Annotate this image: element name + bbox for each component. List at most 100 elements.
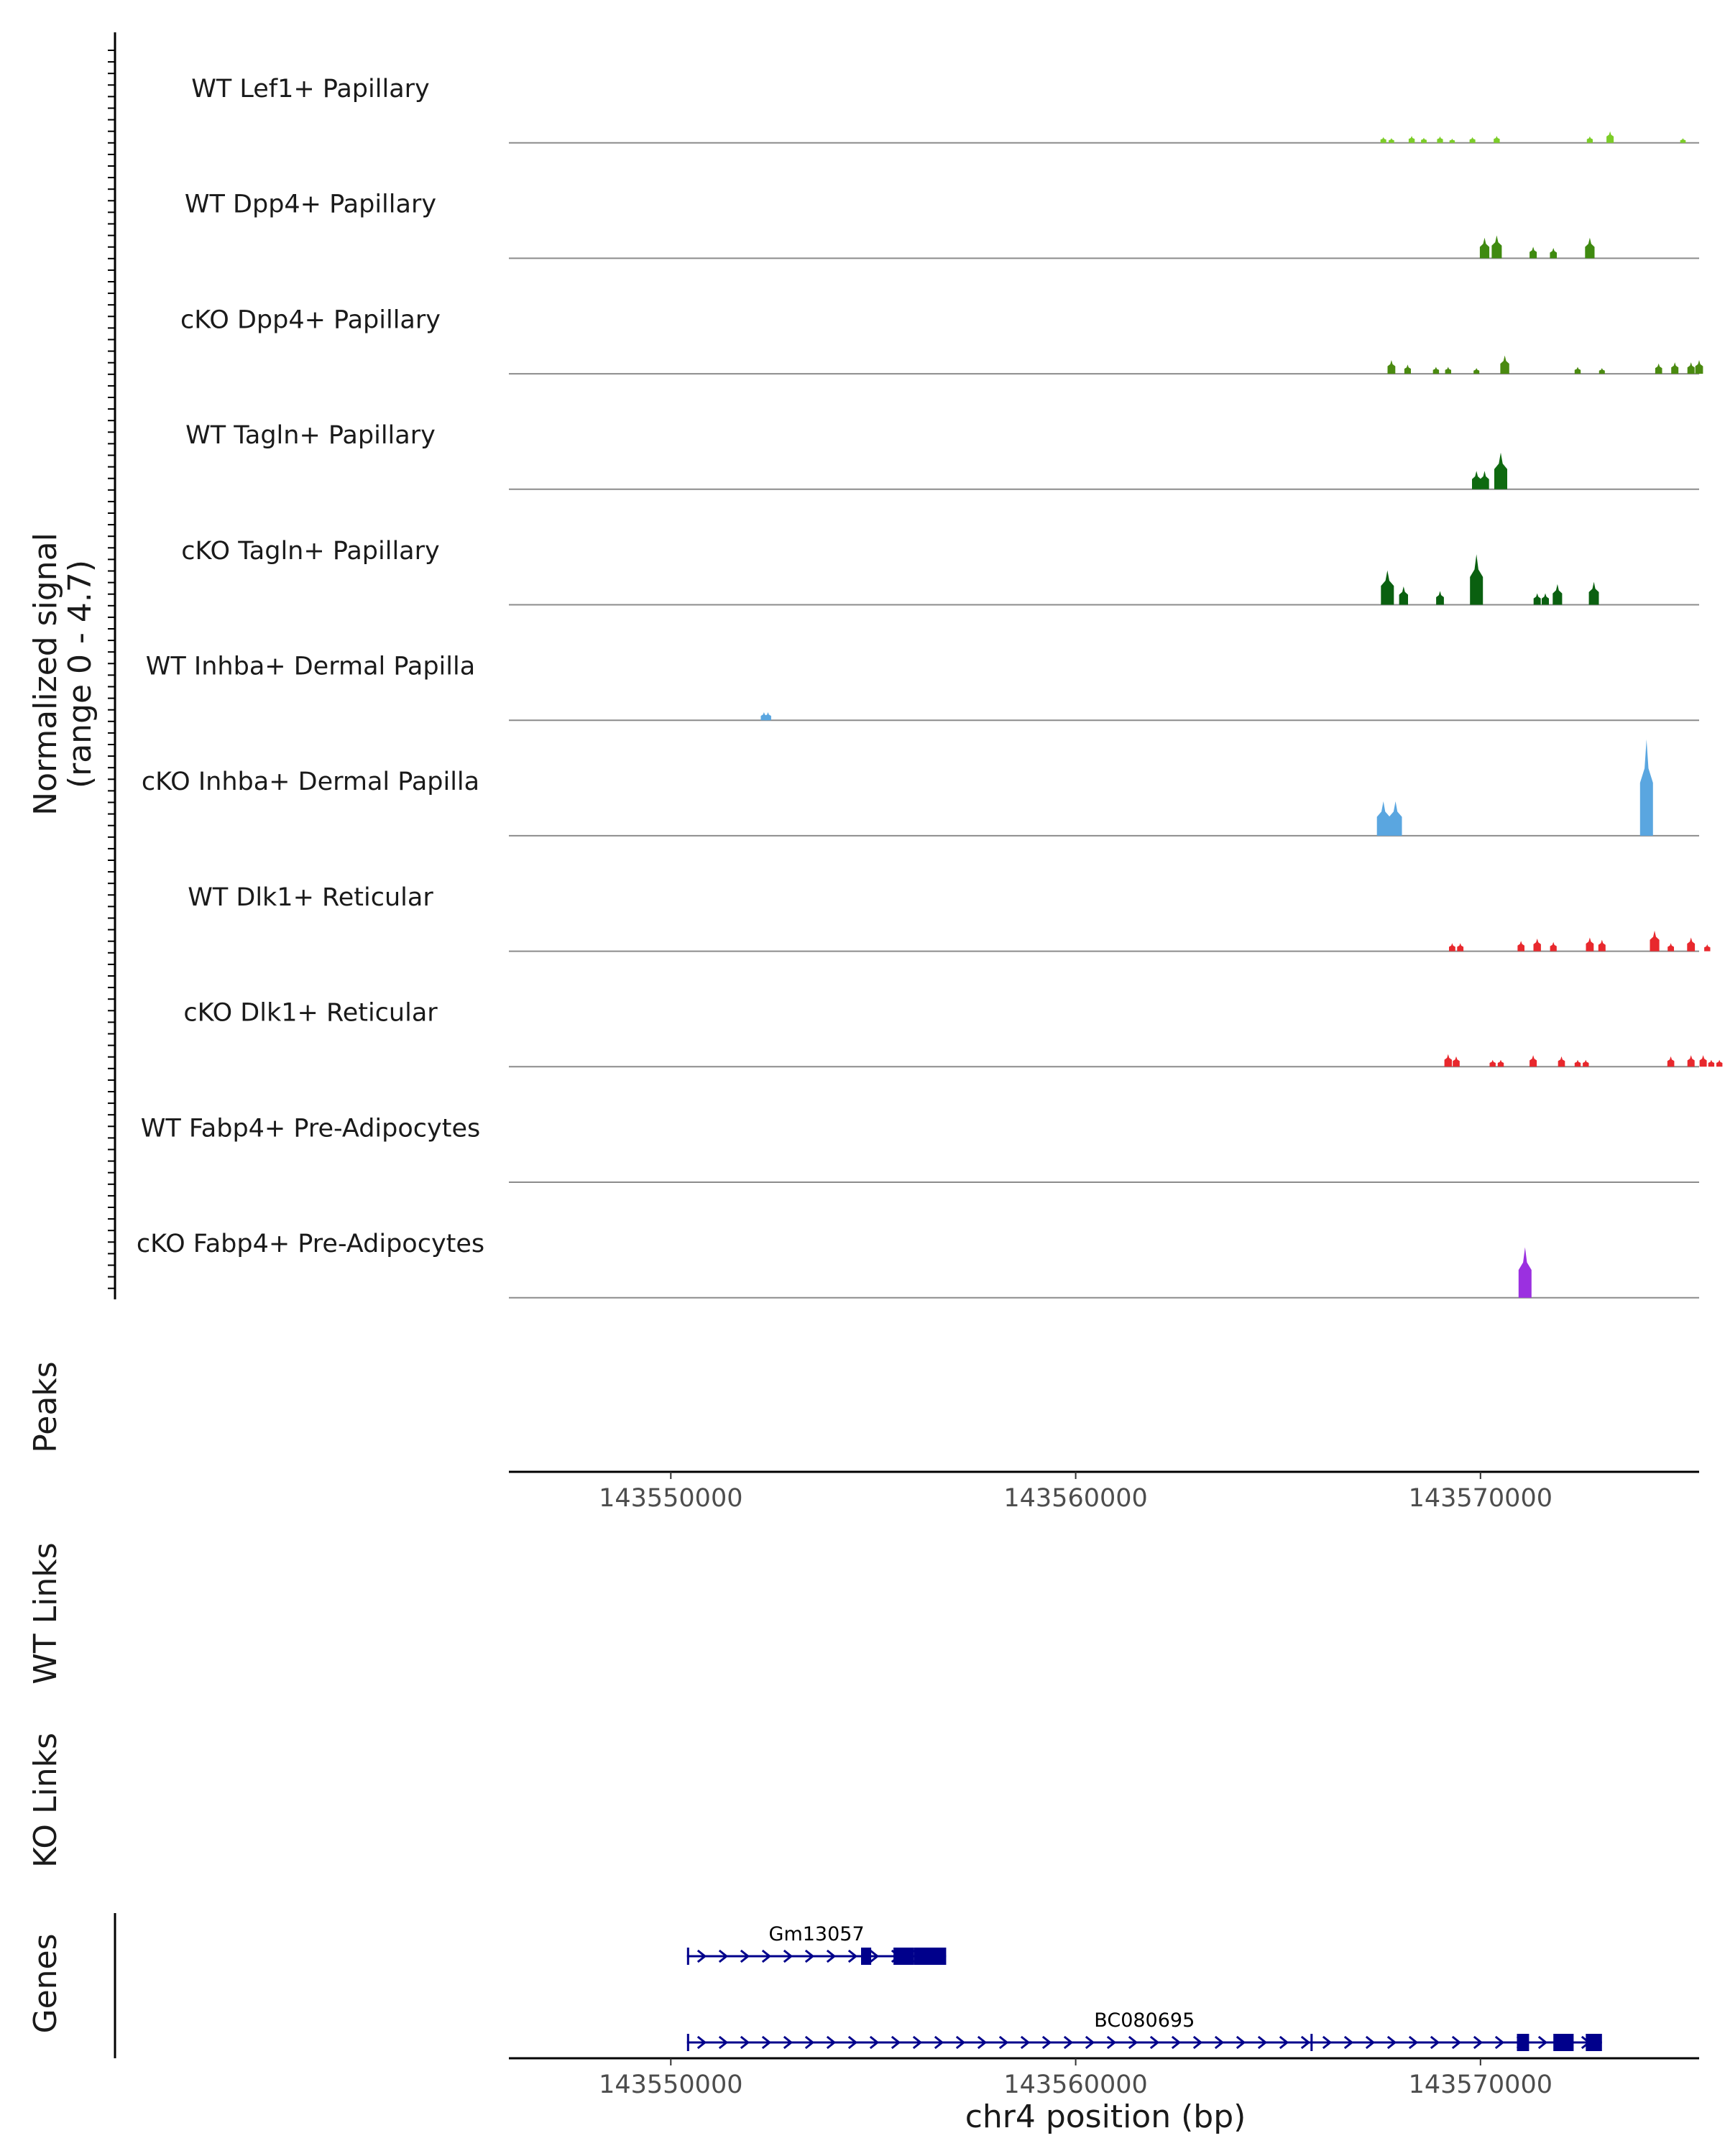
track-label: cKO Dpp4+ Papillary xyxy=(180,305,441,334)
genes-panel-title: Genes xyxy=(27,1933,64,2033)
strand-arrow xyxy=(783,2035,794,2050)
exon xyxy=(686,1948,689,1965)
coverage-peak xyxy=(1530,247,1537,259)
coverage-peak xyxy=(1500,355,1509,374)
coverage-peak xyxy=(1671,362,1679,374)
coverage-peak xyxy=(1687,362,1695,374)
strand-arrow xyxy=(1236,2035,1246,2050)
strand-arrow xyxy=(826,1949,837,1963)
strand-arrow xyxy=(891,2035,901,2050)
x-axis-peaks-tick-label: 143550000 xyxy=(599,1484,742,1513)
track-label: WT Lef1+ Papillary xyxy=(191,75,430,103)
coverage-peak xyxy=(765,712,771,721)
gene-Gm13057: Gm13057 xyxy=(686,1923,947,1965)
strand-arrow xyxy=(977,2035,988,2050)
track-label: cKO Dlk1+ Reticular xyxy=(183,999,438,1028)
coverage-peak xyxy=(1552,584,1563,605)
coverage-peak xyxy=(1389,138,1394,143)
coverage-peak xyxy=(1550,941,1557,952)
strand-arrow xyxy=(1537,2035,1548,2050)
strand-arrow xyxy=(1106,2035,1117,2050)
strand-arrow xyxy=(1085,2035,1095,2050)
coverage-peak xyxy=(1449,943,1455,952)
track-1: WT Dpp4+ Papillary xyxy=(185,190,1699,259)
strand-arrow xyxy=(847,1949,858,1963)
coverage-peak xyxy=(1530,1055,1537,1067)
exon xyxy=(861,1948,872,1965)
strand-arrow xyxy=(869,1949,880,1963)
coverage-peak xyxy=(1432,367,1440,374)
coverage-peak xyxy=(1437,136,1443,143)
exon xyxy=(893,1948,914,1965)
coverage-peak xyxy=(1404,364,1411,374)
x-axis-title: chr4 position (bp) xyxy=(965,2099,1246,2135)
strand-arrow xyxy=(826,2035,837,2050)
track-6: cKO Inhba+ Dermal Papilla xyxy=(142,739,1699,837)
strand-arrow xyxy=(740,2035,750,2050)
coverage-peak xyxy=(1445,367,1451,374)
coverage-peak xyxy=(1550,248,1557,259)
coverage-peak xyxy=(1680,138,1686,143)
strand-arrow xyxy=(955,2035,966,2050)
strand-arrow xyxy=(1257,2035,1268,2050)
coverage-peak xyxy=(1606,131,1614,143)
strand-arrow xyxy=(761,2035,772,2050)
track-9: WT Fabp4+ Pre-Adipocytes xyxy=(141,1114,1699,1183)
exon xyxy=(914,1948,947,1965)
coverage-peak xyxy=(1533,939,1541,952)
exon xyxy=(1517,2034,1530,2051)
coverage-peak xyxy=(1489,1059,1496,1067)
track-8: cKO Dlk1+ Reticular xyxy=(183,999,1723,1068)
coverage-peak xyxy=(1380,137,1386,143)
coverage-peak xyxy=(1376,801,1390,836)
coverage-peak xyxy=(1667,1056,1675,1067)
strand-arrow xyxy=(1365,2035,1376,2050)
strand-arrow xyxy=(740,1949,750,1963)
coverage-peak xyxy=(1494,136,1500,143)
strand-arrow xyxy=(1451,2035,1462,2050)
coverage-peak xyxy=(1494,452,1507,489)
strand-arrow xyxy=(1430,2035,1440,2050)
exon xyxy=(1310,2034,1313,2051)
track-2: cKO Dpp4+ Papillary xyxy=(180,305,1703,375)
coverage-peak xyxy=(1708,1059,1715,1067)
coverage-peak xyxy=(1480,471,1489,489)
x-axis-genes-tick-label: 143550000 xyxy=(599,2070,742,2099)
coverage-peak xyxy=(1517,941,1524,952)
track-0: WT Lef1+ Papillary xyxy=(191,75,1699,144)
track-label: WT Inhba+ Dermal Papilla xyxy=(146,653,475,681)
coverage-peak xyxy=(1436,591,1444,605)
coverage-peak xyxy=(1586,937,1594,952)
x-axis-genes: 143550000 143560000 143570000 xyxy=(509,2057,1699,2099)
coverage-tracks: WT Lef1+ Papillary WT Dpp4+ Papillary cKO … xyxy=(137,75,1723,1299)
coverage-peak xyxy=(1497,1059,1504,1067)
strand-arrow xyxy=(696,1949,707,1963)
strand-arrow xyxy=(912,2035,923,2050)
strand-arrow xyxy=(1149,2035,1160,2050)
coverage-peak xyxy=(1695,360,1703,374)
strand-arrow xyxy=(1343,2035,1354,2050)
coverage-peak xyxy=(1387,360,1396,374)
strand-arrow xyxy=(998,2035,1009,2050)
coverage-peak xyxy=(1598,368,1605,374)
coverage-peak xyxy=(1491,235,1502,259)
gene-label: BC080695 xyxy=(1094,2009,1195,2032)
y-axis-title-line1: Normalized signal xyxy=(27,533,64,816)
gene-BC080695: BC080695 xyxy=(686,2009,1602,2051)
y-axis-title: Normalized signal (range 0 - 4.7) xyxy=(27,533,98,816)
track-3: WT Tagln+ Papillary xyxy=(185,421,1699,490)
coverage-peak xyxy=(1453,1056,1460,1067)
strand-arrow xyxy=(1214,2035,1225,2050)
coverage-peak xyxy=(1472,471,1481,489)
coverage-peak xyxy=(1655,363,1662,374)
strand-arrow xyxy=(1041,2035,1052,2050)
coverage-peak xyxy=(1668,943,1674,952)
coverage-peak xyxy=(1449,139,1455,143)
coverage-peak xyxy=(1381,570,1394,605)
strand-arrow xyxy=(761,1949,772,1963)
coverage-peak xyxy=(1704,944,1711,952)
coverage-peak xyxy=(1389,801,1402,836)
coverage-peak xyxy=(1699,1055,1707,1067)
exon xyxy=(1553,2034,1574,2051)
